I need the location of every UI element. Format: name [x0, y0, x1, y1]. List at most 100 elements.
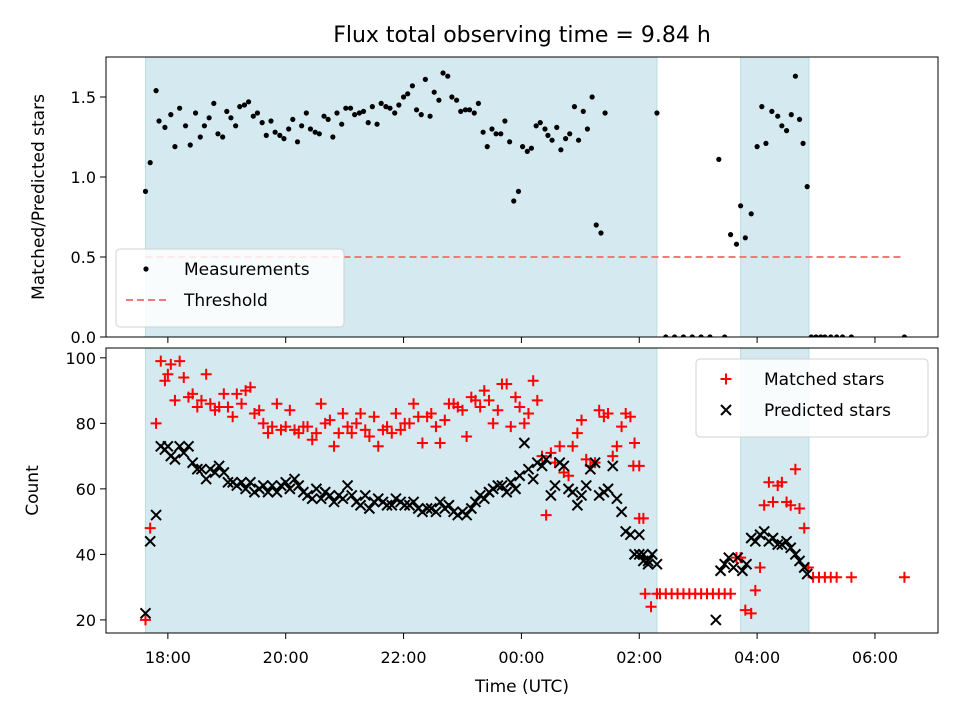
data-point: [789, 463, 801, 475]
data-point: [549, 479, 561, 492]
data-point: [801, 568, 813, 580]
data-point: [257, 417, 269, 429]
data-point: [236, 398, 248, 410]
data-point: [355, 408, 367, 420]
data-point: [767, 496, 779, 508]
data-point: [155, 355, 167, 367]
data-point: [554, 124, 560, 130]
data-point: [698, 334, 704, 337]
data-point: [498, 131, 504, 137]
y-tick-label: 100: [65, 349, 96, 368]
data-point: [354, 499, 367, 511]
data-point: [307, 126, 314, 132]
data-point: [156, 118, 162, 124]
data-point: [390, 408, 402, 420]
data-point: [489, 126, 495, 132]
data-point: [533, 123, 539, 129]
observing-interval: [740, 57, 810, 337]
data-point: [496, 479, 508, 492]
data-point: [400, 94, 407, 100]
data-point: [718, 558, 731, 570]
legend-label: Measurements: [184, 260, 310, 280]
bottom-panel: 20 40 60 80 100 18:00 20:00 22:00 00:00 02:00 04:0…: [23, 347, 939, 667]
data-point: [253, 404, 265, 416]
data-point: [342, 421, 354, 433]
data-point: [511, 198, 517, 204]
data-point: [288, 473, 301, 485]
data-point: [584, 463, 597, 475]
data-point: [487, 417, 499, 429]
data-point: [218, 388, 230, 400]
data-point: [341, 479, 354, 492]
data-point: [567, 131, 573, 137]
data-point: [748, 211, 754, 217]
data-point: [292, 479, 305, 492]
data-point: [244, 381, 256, 393]
data-point: [462, 107, 469, 113]
data-point: [483, 394, 495, 406]
data-point: [804, 184, 810, 190]
data-point: [337, 492, 349, 505]
data-point: [484, 144, 490, 150]
data-point: [241, 102, 248, 108]
observing-interval: [144, 348, 658, 633]
data-point: [144, 535, 156, 547]
data-point: [575, 137, 582, 143]
data-point: [571, 499, 584, 511]
data-point: [316, 131, 322, 137]
data-point: [403, 417, 415, 429]
series-predicted-stars: [139, 437, 813, 626]
data-point: [284, 483, 296, 495]
data-point: [299, 123, 305, 129]
data-point: [211, 100, 217, 106]
data-point: [780, 535, 793, 547]
data-point: [153, 88, 159, 94]
data-point: [346, 427, 358, 439]
data-point: [628, 548, 641, 561]
data-point: [469, 394, 481, 406]
data-point: [209, 466, 221, 479]
data-point: [808, 334, 814, 337]
data-point: [162, 440, 174, 452]
data-point: [227, 411, 239, 423]
data-point: [474, 401, 486, 413]
data-point: [440, 70, 446, 76]
data-point: [763, 476, 775, 488]
data-point: [386, 427, 398, 439]
data-point: [554, 440, 566, 452]
y-tick-label: 0.0: [71, 328, 96, 347]
data-point: [280, 421, 292, 433]
legend-box: [695, 358, 929, 438]
data-point: [421, 502, 433, 515]
data-point: [769, 108, 775, 114]
y-tick-label: 80: [76, 414, 96, 433]
data-point: [545, 489, 557, 502]
data-point: [576, 414, 588, 426]
data-point: [434, 437, 446, 449]
data-point: [680, 334, 687, 337]
data-point: [639, 588, 651, 600]
y-tick-label: 1.5: [71, 88, 96, 107]
data-point: [663, 334, 669, 337]
data-point: [383, 104, 389, 110]
legend: Matched stars Predicted stars: [695, 358, 929, 438]
data-point: [783, 128, 790, 134]
data-point: [168, 112, 174, 118]
data-point: [334, 110, 340, 116]
data-point: [519, 144, 526, 150]
data-point: [500, 486, 513, 498]
data-point: [845, 571, 857, 583]
data-point: [233, 123, 239, 129]
data-point: [545, 132, 551, 138]
data-point: [510, 391, 522, 403]
data-point: [228, 115, 234, 121]
data-point: [387, 105, 393, 111]
data-point: [144, 522, 156, 534]
x-tick-label: 04:00: [734, 648, 780, 667]
data-point: [507, 139, 513, 145]
data-point: [478, 492, 490, 505]
data-point: [742, 235, 748, 241]
data-point: [315, 492, 327, 505]
data-point: [466, 107, 473, 113]
data-point: [405, 91, 411, 97]
